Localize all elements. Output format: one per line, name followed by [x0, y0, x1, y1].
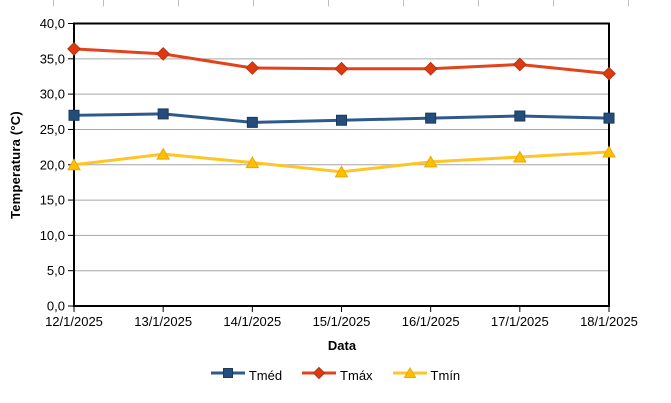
tmín-triangle-marker-icon — [423, 155, 438, 168]
x-tick-label: 16/1/2025 — [402, 314, 460, 329]
legend-swatch-svg — [392, 366, 427, 378]
y-tick-label: 15,0 — [40, 193, 65, 208]
tmáx-diamond-marker-icon — [512, 57, 527, 72]
tméd-square-marker-icon — [246, 116, 258, 128]
legend-label-tmax: Tmáx — [340, 367, 373, 383]
x-axis-title: Data — [327, 338, 357, 353]
tmín-triangle-marker-icon — [334, 165, 349, 178]
tmín-triangle-marker-icon — [245, 156, 260, 169]
tmax-diamond-marker-icon — [302, 366, 337, 385]
legend-item-tmax: Tmáx — [302, 366, 373, 385]
tmáx-diamond-marker-icon — [334, 61, 349, 76]
legend-label-tmin: Tmín — [430, 367, 461, 383]
tmín-triangle-marker-icon — [512, 150, 527, 163]
legend-item-tmed: Tméd — [210, 366, 283, 385]
y-tick-label: 35,0 — [40, 51, 65, 66]
tméd-square-marker-icon — [425, 112, 437, 124]
y-tick-label: 40,0 — [40, 16, 65, 31]
legend-swatch-svg — [302, 366, 337, 379]
tméd-square-marker-icon — [157, 108, 169, 120]
legend-marker-shape — [222, 367, 233, 378]
y-tick-label: 5,0 — [47, 263, 65, 278]
tmáx-diamond-marker-icon — [67, 42, 81, 56]
x-tick-label: 18/1/2025 — [580, 314, 638, 329]
x-tick-label: 13/1/2025 — [134, 314, 192, 329]
tmáx-diamond-marker-icon — [245, 61, 260, 75]
x-tick-label: 17/1/2025 — [491, 314, 549, 329]
y-tick-label: 30,0 — [40, 87, 65, 102]
y-tick-label: 25,0 — [40, 122, 65, 137]
tmáx-diamond-marker-icon — [602, 66, 616, 81]
tméd-square-marker-icon — [68, 109, 80, 121]
tmáx-diamond-marker-icon — [156, 46, 171, 61]
legend-swatch-svg — [210, 367, 245, 378]
x-tick-label: 14/1/2025 — [223, 314, 281, 329]
y-tick-label: 0,0 — [47, 299, 65, 314]
tméd-square-marker-icon — [603, 112, 615, 124]
y-axis-title: Temperatura (°C) — [8, 111, 23, 219]
legend: Tméd Tmáx Tmín — [0, 364, 671, 386]
x-tick-label: 12/1/2025 — [45, 314, 103, 329]
tmin-triangle-marker-icon — [392, 366, 427, 385]
legend-item-tmin: Tmín — [392, 366, 461, 385]
legend-marker-shape — [312, 366, 326, 379]
y-tick-label: 20,0 — [40, 157, 65, 172]
tméd-square-marker-icon — [336, 114, 347, 126]
legend-marker-shape — [403, 366, 416, 378]
legend-label-tmed: Tméd — [248, 367, 283, 383]
tmín-triangle-marker-icon — [602, 145, 616, 158]
tmín-triangle-marker-icon — [67, 158, 81, 171]
tmed-square-marker-icon — [210, 366, 245, 385]
tmín-triangle-marker-icon — [156, 147, 171, 160]
tmáx-diamond-marker-icon — [423, 61, 438, 76]
tméd-square-marker-icon — [514, 110, 526, 122]
x-tick-label: 15/1/2025 — [313, 314, 371, 329]
y-tick-label: 10,0 — [40, 228, 65, 243]
